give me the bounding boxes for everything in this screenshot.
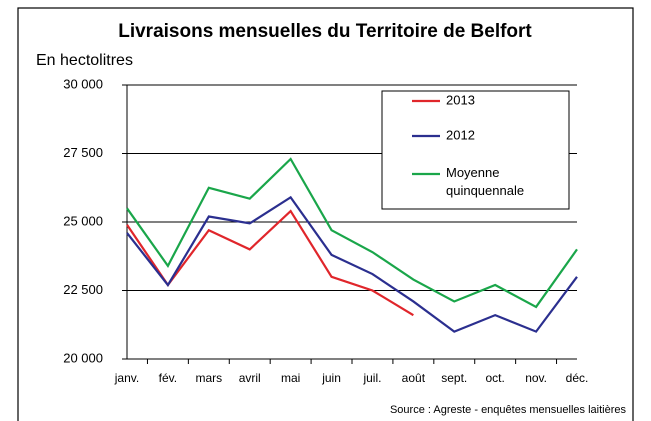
x-tick-label: fév.: [159, 371, 177, 385]
x-tick-label: déc.: [566, 371, 589, 385]
legend-label: 2013: [446, 92, 475, 107]
x-tick-label: juil.: [362, 371, 381, 385]
x-tick-label: mai: [281, 371, 300, 385]
x-tick-label: oct.: [486, 371, 505, 385]
x-tick-label: nov.: [525, 371, 547, 385]
series-line: [126, 209, 414, 317]
x-tick-label: sept.: [441, 371, 467, 385]
x-tick-label: juin: [321, 371, 341, 385]
legend-box: [381, 90, 570, 210]
y-tick-label: 20 000: [63, 350, 103, 365]
x-tick-label: avril: [239, 371, 261, 385]
chart-title: Livraisons mensuelles du Territoire de B…: [118, 21, 532, 42]
x-tick-label: août: [402, 371, 426, 385]
y-tick-label: 27 500: [63, 145, 103, 160]
y-tick-label: 25 000: [63, 213, 103, 228]
series-line: [126, 157, 578, 309]
x-tick-label: janv.: [114, 371, 139, 385]
frame: [17, 7, 634, 421]
y-axis-label: En hectolitres: [36, 52, 133, 69]
legend-label: Moyenne quinquennale: [446, 165, 524, 198]
y-tick-label: 30 000: [63, 76, 103, 91]
y-tick-label: 22 500: [63, 282, 103, 297]
x-tick-label: mars: [195, 371, 222, 385]
legend-label: 2012: [446, 127, 475, 142]
source: Source : Agreste - enquêtes mensuelles l…: [390, 404, 627, 416]
series-line: [126, 195, 578, 333]
